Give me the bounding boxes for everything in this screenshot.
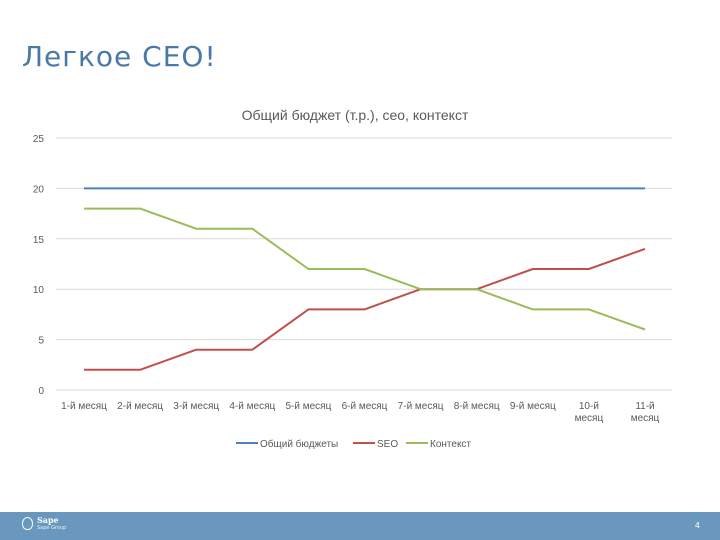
x-tick-label: 4-й месяц bbox=[229, 401, 275, 412]
x-tick-label: 2-й месяц bbox=[117, 401, 163, 412]
line-chart: Общий бюджет (т.р.), сео, контекст 0 5 10 1… bbox=[33, 107, 672, 450]
x-tick-label: 8-й месяц bbox=[454, 401, 500, 412]
y-axis-ticks: 0 5 10 15 20 25 bbox=[33, 134, 45, 397]
x-tick-label: 6-й месяц bbox=[342, 401, 388, 412]
chart-title: Общий бюджет (т.р.), сео, контекст bbox=[242, 107, 469, 123]
y-tick-label: 25 bbox=[33, 134, 45, 145]
sape-logo: Sape Sape Group bbox=[22, 516, 66, 531]
x-tick-label: 11-й месяц bbox=[631, 401, 660, 424]
x-tick-label: 1-й месяц bbox=[61, 401, 107, 412]
series-lines bbox=[84, 187, 646, 371]
legend: Общий бюджеты SEO Контекст bbox=[236, 438, 471, 450]
legend-label: Контекст bbox=[430, 439, 471, 450]
logo-sub: Sape Group bbox=[37, 525, 67, 531]
logo-name: Sape bbox=[37, 515, 59, 525]
y-tick-label: 15 bbox=[33, 235, 45, 246]
series-line bbox=[84, 207, 646, 331]
x-tick-label: 5-й месяц bbox=[285, 401, 331, 412]
x-axis-ticks: 1-й месяц 2-й месяц 3-й месяц 4-й месяц 5-й … bbox=[61, 401, 659, 424]
footer-bar: Sape Sape Group 4 bbox=[0, 512, 720, 540]
y-tick-label: 10 bbox=[33, 285, 45, 296]
y-tick-label: 20 bbox=[33, 184, 45, 195]
x-tick-label: 10-й месяц bbox=[575, 401, 604, 424]
sape-logo-icon bbox=[22, 517, 33, 530]
y-tick-label: 0 bbox=[38, 386, 44, 397]
y-tick-label: 5 bbox=[38, 336, 44, 347]
legend-label: SEO bbox=[377, 439, 398, 450]
gridlines bbox=[56, 137, 672, 391]
x-tick-label: 7-й месяц bbox=[398, 401, 444, 412]
series-line bbox=[84, 247, 646, 371]
page-number: 4 bbox=[694, 521, 700, 530]
x-tick-label: 3-й месяц bbox=[173, 401, 219, 412]
slide-title: Легкое СЕО! bbox=[22, 40, 217, 73]
x-tick-label: 9-й месяц bbox=[510, 401, 556, 412]
legend-label: Общий бюджеты bbox=[260, 438, 338, 450]
